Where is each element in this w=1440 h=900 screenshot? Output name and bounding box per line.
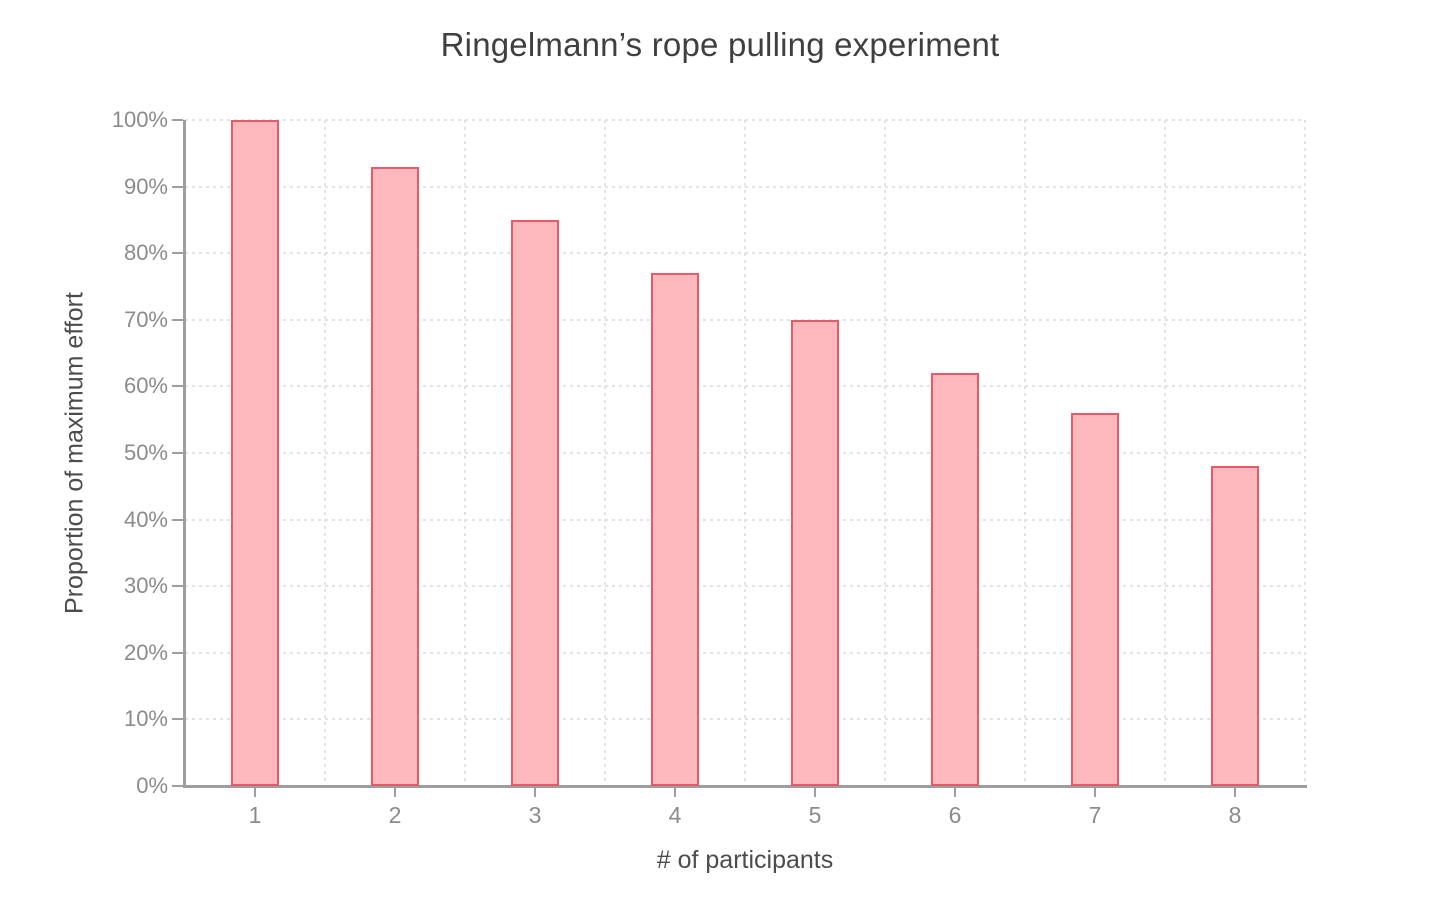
- x-tick-label: 5: [808, 802, 822, 828]
- x-tick-mark: [954, 788, 956, 797]
- y-axis-title: Proportion of maximum effort: [60, 292, 89, 614]
- y-tick-mark: [172, 185, 183, 188]
- bar: [371, 167, 419, 786]
- x-tick-label: 2: [388, 802, 402, 828]
- y-tick-mark: [172, 785, 183, 787]
- x-tick-label: 8: [1228, 802, 1242, 828]
- y-tick-label: 70%: [123, 306, 168, 332]
- x-tick-mark: [674, 788, 676, 797]
- y-tick-label: 20%: [123, 639, 168, 665]
- x-tick-mark: [534, 788, 536, 797]
- plot-area: [185, 119, 1306, 786]
- y-tick-mark: [172, 585, 183, 588]
- chart-title: Ringelmann’s rope pulling experiment: [440, 26, 1000, 63]
- x-tick-mark: [1234, 788, 1236, 797]
- y-tick-label: 100%: [111, 107, 168, 132]
- x-tick-label: 6: [948, 802, 962, 828]
- x-tick-mark: [814, 788, 816, 797]
- x-tick-mark: [1094, 788, 1096, 797]
- v-gridline: [884, 120, 886, 786]
- y-tick-label: 80%: [123, 240, 168, 266]
- x-tick-label: 7: [1088, 802, 1102, 828]
- y-axis-line: [183, 120, 186, 788]
- x-tick-mark: [254, 788, 256, 797]
- x-tick-label: 1: [248, 802, 262, 828]
- bar: [651, 273, 699, 786]
- v-gridline: [604, 120, 606, 786]
- y-tick-mark: [172, 252, 183, 255]
- y-tick-label: 40%: [123, 506, 168, 532]
- x-axis-title: # of participants: [656, 846, 834, 874]
- bar: [1211, 466, 1259, 786]
- v-gridline: [324, 120, 326, 786]
- y-tick-label: 90%: [123, 173, 168, 199]
- bar: [791, 320, 839, 786]
- y-tick-label: 10%: [123, 706, 168, 732]
- x-tick-mark: [394, 788, 396, 797]
- y-tick-mark: [172, 452, 183, 454]
- y-tick-mark: [172, 718, 183, 721]
- y-tick-label: 0%: [136, 773, 168, 798]
- x-tick-label: 4: [668, 802, 682, 828]
- v-gridline: [464, 120, 466, 786]
- v-gridline: [1024, 120, 1026, 786]
- y-tick-mark: [172, 385, 183, 388]
- v-gridline: [1164, 120, 1166, 786]
- y-tick-mark: [172, 119, 183, 121]
- y-tick-mark: [172, 518, 183, 521]
- bar: [1071, 413, 1119, 786]
- bar: [931, 373, 979, 786]
- bar: [511, 220, 559, 786]
- y-tick-label: 60%: [123, 373, 168, 399]
- v-gridline: [744, 120, 746, 786]
- y-tick-mark: [172, 651, 183, 654]
- y-tick-label: 30%: [123, 573, 168, 599]
- bar: [231, 120, 279, 786]
- x-tick-label: 3: [528, 802, 542, 828]
- y-tick-mark: [172, 318, 183, 321]
- y-tick-label: 50%: [123, 440, 168, 465]
- x-axis-line: [183, 785, 1307, 788]
- v-gridline: [1304, 120, 1306, 786]
